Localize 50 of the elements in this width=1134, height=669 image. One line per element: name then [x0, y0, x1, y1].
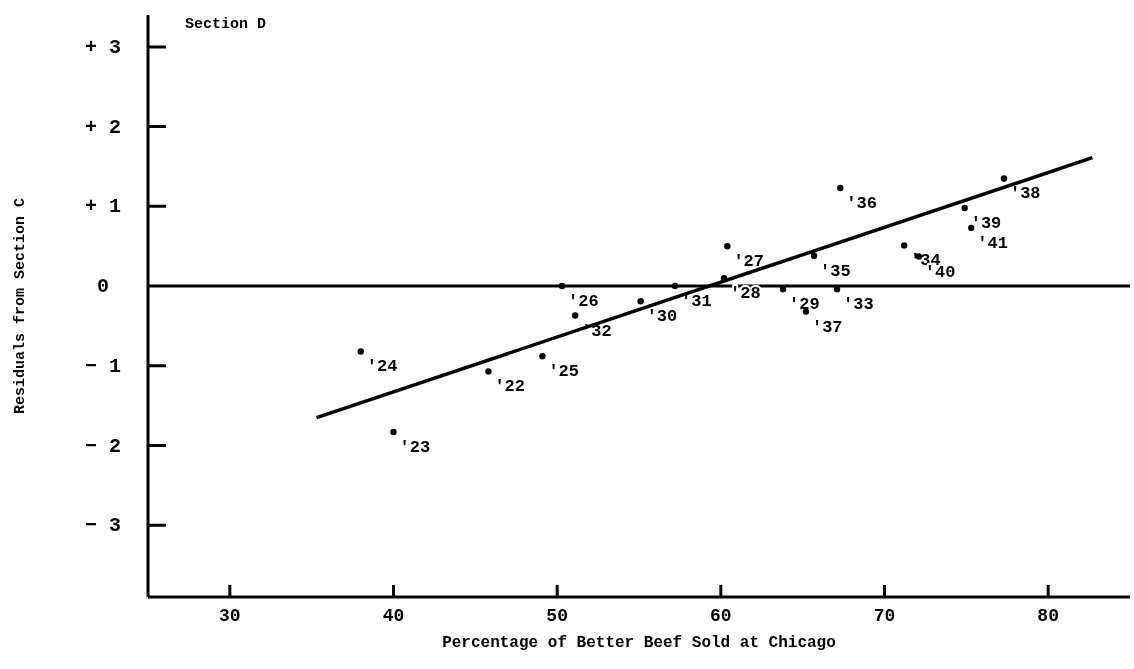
point — [968, 224, 975, 232]
point — [558, 282, 566, 290]
point — [724, 243, 731, 250]
annotation: '23 — [399, 437, 431, 457]
y-tick-label: − 2 — [84, 434, 122, 458]
point — [779, 286, 787, 293]
annotation: '35 — [820, 261, 851, 281]
annotation: '26 — [568, 292, 599, 312]
y-tick-label: 0 — [96, 275, 110, 299]
point — [810, 252, 818, 259]
y-tick-label: − 1 — [84, 354, 122, 378]
annotation: '27 — [733, 252, 764, 272]
point — [390, 428, 397, 436]
x-tick-label: 60 — [710, 606, 732, 626]
x-tick-label: 40 — [382, 606, 405, 626]
point — [357, 348, 364, 355]
annotation: '39 — [970, 213, 1002, 233]
point — [485, 368, 492, 375]
annotation: '22 — [494, 377, 526, 397]
y-tick-label: + 2 — [84, 115, 122, 139]
point — [539, 353, 546, 360]
point — [671, 282, 679, 290]
annotation: '37 — [811, 317, 843, 337]
x-axis-title: Percentage of Better Beef Sold at Chicago — [442, 634, 836, 652]
y-tick-label: + 1 — [84, 195, 122, 219]
annotation: '30 — [646, 307, 678, 327]
point — [1000, 175, 1008, 182]
annotation: '25 — [548, 362, 580, 382]
annotation: '41 — [977, 233, 1008, 253]
point — [961, 204, 968, 212]
x-tick-label: 70 — [873, 606, 896, 626]
x-tick-label: 50 — [546, 606, 568, 626]
annotation: '31 — [681, 292, 712, 312]
annotation: '36 — [846, 194, 877, 214]
y-axis-title: Residuals from Section C — [12, 197, 29, 415]
x-tick-label: 30 — [219, 606, 241, 626]
point — [900, 242, 908, 249]
chart-title: Section D — [185, 16, 267, 33]
annotation: '38 — [1009, 184, 1041, 204]
point — [571, 312, 579, 319]
y-tick-label: + 3 — [84, 35, 122, 59]
x-tick-label: 80 — [1037, 606, 1059, 626]
point — [637, 298, 644, 305]
point — [833, 286, 841, 293]
annotation: '29 — [789, 295, 820, 315]
annotation: '28 — [730, 284, 761, 304]
annotation: '33 — [843, 295, 874, 315]
point — [837, 184, 844, 192]
annotation: '24 — [366, 357, 398, 377]
y-tick-label: − 3 — [84, 514, 122, 538]
